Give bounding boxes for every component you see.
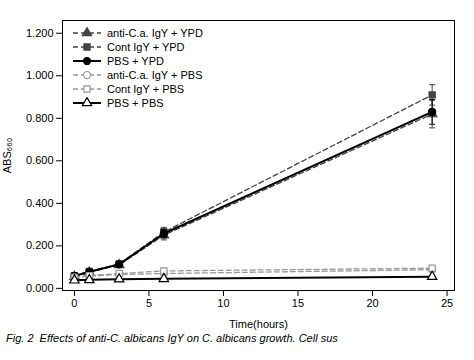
html-text:PBS + YPD: PBS + YPD — [107, 55, 164, 67]
svg-text:15: 15 — [292, 297, 304, 309]
svg-text:0: 0 — [71, 297, 77, 309]
svg-text:0.600: 0.600 — [26, 154, 54, 166]
html-text:anti-C.a. IgY + YPD: anti-C.a. IgY + YPD — [107, 27, 203, 39]
html-text:Cont IgY + PBS: Cont IgY + PBS — [107, 83, 185, 95]
svg-text:0.800: 0.800 — [26, 112, 54, 124]
svg-text:0.400: 0.400 — [26, 197, 54, 209]
svg-text:10: 10 — [217, 297, 229, 309]
svg-text:ABS₆₆₀: ABS₆₆₀ — [1, 138, 13, 173]
svg-text:1.000: 1.000 — [26, 69, 54, 81]
svg-text:0.200: 0.200 — [26, 239, 54, 251]
svg-text:25: 25 — [441, 297, 453, 309]
svg-text:1.200: 1.200 — [26, 27, 54, 39]
html-text:Fig. 2 Effects of anti-C. albi: Fig. 2 Effects of anti-C. albicans IgY o… — [6, 332, 338, 344]
html-text:Cont IgY + YPD: Cont IgY + YPD — [107, 41, 185, 53]
svg-text:20: 20 — [366, 297, 378, 309]
svg-text:Time(hours): Time(hours) — [229, 318, 288, 330]
svg-text:5: 5 — [146, 297, 152, 309]
html-text:PBS + PBS: PBS + PBS — [107, 97, 164, 109]
html-text:anti-C.a. IgY + PBS: anti-C.a. IgY + PBS — [107, 69, 203, 81]
svg-text:0.000: 0.000 — [26, 282, 54, 294]
